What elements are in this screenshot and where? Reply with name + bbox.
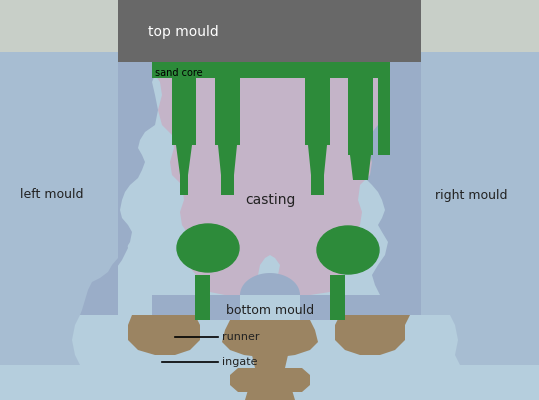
Polygon shape [0, 0, 539, 52]
Polygon shape [350, 155, 371, 180]
Polygon shape [308, 145, 327, 175]
Text: bottom mould: bottom mould [226, 304, 314, 316]
Polygon shape [218, 145, 237, 175]
Polygon shape [245, 390, 295, 400]
Polygon shape [240, 295, 300, 320]
Ellipse shape [317, 226, 379, 274]
Text: runner: runner [222, 332, 259, 342]
Text: right mould: right mould [435, 188, 508, 202]
Polygon shape [195, 275, 210, 320]
Polygon shape [152, 295, 390, 320]
Polygon shape [88, 62, 152, 315]
Polygon shape [335, 315, 421, 355]
Text: left mould: left mould [20, 188, 84, 202]
Polygon shape [221, 170, 234, 195]
Polygon shape [230, 368, 310, 392]
Polygon shape [152, 62, 390, 78]
Polygon shape [0, 52, 118, 365]
Polygon shape [222, 320, 318, 357]
Polygon shape [176, 145, 192, 175]
Polygon shape [180, 170, 188, 195]
Polygon shape [330, 275, 345, 320]
Polygon shape [311, 170, 324, 195]
Polygon shape [215, 78, 240, 145]
Polygon shape [152, 62, 390, 295]
Text: sand core: sand core [155, 68, 203, 78]
Polygon shape [172, 78, 196, 145]
Text: top mould: top mould [148, 25, 219, 39]
Polygon shape [378, 78, 390, 155]
Polygon shape [118, 315, 200, 355]
Polygon shape [118, 0, 421, 62]
Polygon shape [305, 78, 330, 145]
Polygon shape [421, 52, 539, 365]
Ellipse shape [177, 224, 239, 272]
Polygon shape [80, 62, 158, 315]
Text: casting: casting [245, 193, 295, 207]
Polygon shape [252, 355, 288, 368]
Polygon shape [240, 273, 300, 295]
Polygon shape [348, 78, 373, 155]
Text: ingate: ingate [222, 357, 258, 367]
Polygon shape [352, 62, 421, 315]
